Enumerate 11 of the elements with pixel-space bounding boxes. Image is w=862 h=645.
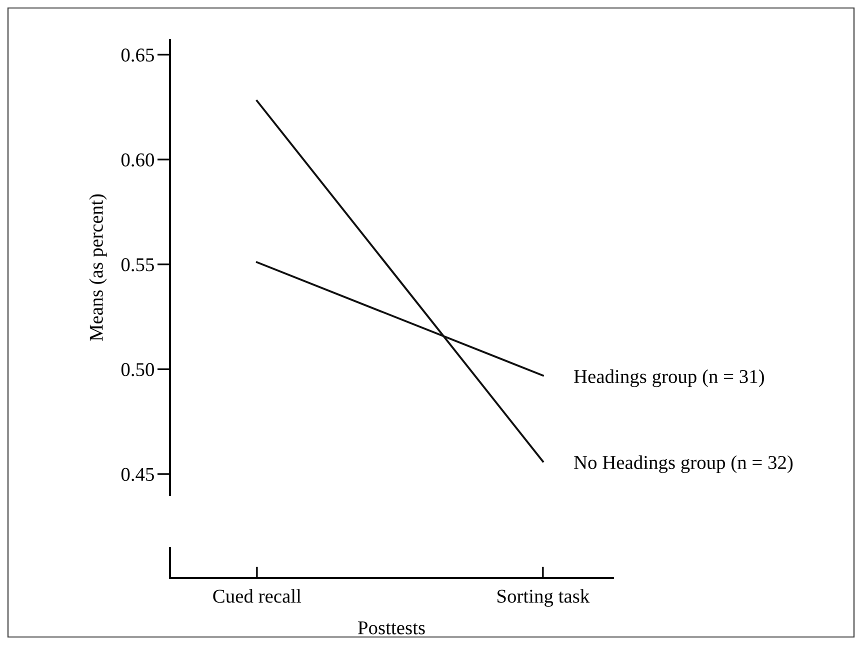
x-axis-title: Posttests <box>358 621 425 634</box>
series-label: No Headings group (n = 32) <box>574 455 793 474</box>
y-tick-label: 0.65 <box>121 48 154 62</box>
y-tick-label: 0.55 <box>121 258 154 272</box>
y-axis-title: Means (as percent) <box>89 194 107 341</box>
x-tick-label: Sorting task <box>498 589 590 607</box>
y-tick-label: 0.60 <box>121 153 154 167</box>
series-label: Headings group (n = 31) <box>574 369 764 388</box>
x-tick-label: Cued recall <box>213 589 302 603</box>
y-tick-label: 0.45 <box>121 468 154 482</box>
y-tick-label: 0.50 <box>121 363 154 376</box>
